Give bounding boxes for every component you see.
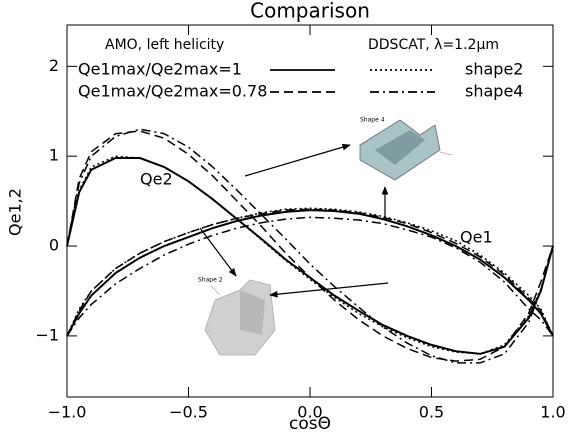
- legend-label: Qe1max/Qe2max=1: [78, 60, 242, 79]
- legend-header: DDSCAT, λ=1.2μm: [368, 37, 499, 53]
- shape4-inset: [359, 119, 453, 181]
- y-tick-label: −1: [35, 325, 59, 344]
- x-axis-label: cosΘ: [289, 414, 331, 434]
- curve-label: Qe1: [460, 228, 493, 247]
- legend-label: Qe1max/Qe2max=0.78: [78, 82, 267, 101]
- y-tick-label: 1: [49, 146, 59, 165]
- inset-label: Shape 4: [360, 117, 385, 124]
- series-line: [66, 155, 554, 355]
- shape2-inset: [204, 279, 276, 356]
- curve-label: Qe2: [140, 170, 173, 189]
- x-tick-label: 0.0: [297, 403, 322, 422]
- legend-label: shape4: [465, 82, 523, 101]
- chart-title: Comparison: [250, 0, 370, 23]
- y-tick-label: 2: [49, 56, 59, 75]
- series-line: [66, 207, 554, 337]
- series-line: [66, 216, 554, 337]
- x-tick-label: 0.5: [419, 403, 444, 422]
- series-line: [66, 128, 554, 364]
- legend-header: AMO, left helicity: [105, 37, 224, 53]
- series-line: [66, 208, 554, 337]
- arrows: [199, 143, 389, 298]
- y-axis-label: Qe1,2: [6, 188, 25, 236]
- inset-label: Shape 2: [198, 277, 223, 284]
- legend-label: shape2: [465, 60, 523, 79]
- x-tick-label: 1.0: [540, 403, 565, 422]
- series-line: [66, 209, 554, 337]
- x-tick-label: −0.5: [169, 403, 208, 422]
- y-tick-label: 0: [49, 236, 59, 255]
- series-layer: [66, 128, 554, 364]
- x-tick-label: −1.0: [48, 403, 87, 422]
